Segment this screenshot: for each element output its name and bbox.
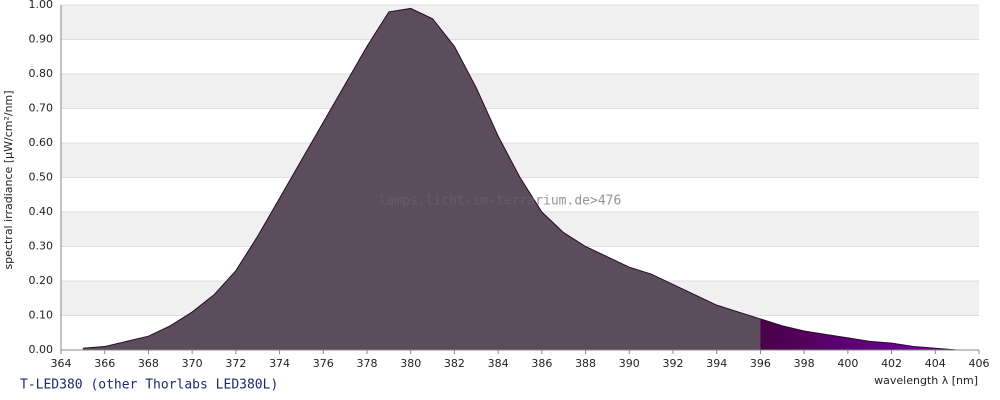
grid-band bbox=[61, 5, 979, 40]
y-axis-label: spectral irradiance [µW/cm²/nm] bbox=[2, 90, 15, 269]
x-tick-label: 384 bbox=[488, 357, 509, 370]
x-tick-label: 380 bbox=[400, 357, 421, 370]
x-tick-label: 390 bbox=[619, 357, 640, 370]
y-tick-label: 0.20 bbox=[29, 274, 54, 287]
x-tick-label: 386 bbox=[531, 357, 552, 370]
y-tick-label: 0.60 bbox=[29, 136, 54, 149]
x-tick-label: 364 bbox=[51, 357, 72, 370]
x-tick-label: 392 bbox=[663, 357, 684, 370]
x-tick-label: 388 bbox=[575, 357, 596, 370]
x-tick-label: 400 bbox=[837, 357, 858, 370]
line bbox=[82, 7, 958, 351]
x-axis-label: wavelength λ [nm] bbox=[874, 374, 978, 387]
x-tick-label: 368 bbox=[138, 357, 159, 370]
y-tick-label: 0.30 bbox=[29, 240, 54, 253]
x-tick-label: 402 bbox=[881, 357, 902, 370]
x-tick-label: 396 bbox=[750, 357, 771, 370]
y-tick-label: 1.00 bbox=[29, 0, 54, 11]
y-tick-label: 0.70 bbox=[29, 102, 54, 115]
watermark: lamps.licht-im-terrarium.de>476 bbox=[379, 194, 622, 209]
y-tick-label: 0.10 bbox=[29, 309, 54, 322]
x-tick-label: 370 bbox=[182, 357, 203, 370]
grid-band bbox=[61, 143, 979, 178]
x-tick-label: 382 bbox=[444, 357, 465, 370]
grid-band bbox=[61, 74, 979, 109]
y-tick-label: 0.80 bbox=[29, 67, 54, 80]
x-tick-label: 394 bbox=[706, 357, 727, 370]
chart-title: T-LED380 (other Thorlabs LED380L) bbox=[20, 378, 278, 393]
x-tick-label: 378 bbox=[357, 357, 378, 370]
y-tick-label: 0.40 bbox=[29, 205, 54, 218]
area bbox=[82, 8, 958, 350]
x-tick-label: 374 bbox=[269, 357, 290, 370]
x-tick-label: 366 bbox=[94, 357, 115, 370]
x-tick-label: 376 bbox=[313, 357, 334, 370]
x-tick-label: 406 bbox=[969, 357, 990, 370]
y-tick-label: 0.90 bbox=[29, 33, 54, 46]
x-tick-label: 404 bbox=[925, 357, 946, 370]
y-tick-label: 0.00 bbox=[29, 343, 54, 356]
y-tick-label: 0.50 bbox=[29, 171, 54, 184]
x-tick-label: 372 bbox=[225, 357, 246, 370]
x-tick-label: 398 bbox=[794, 357, 815, 370]
